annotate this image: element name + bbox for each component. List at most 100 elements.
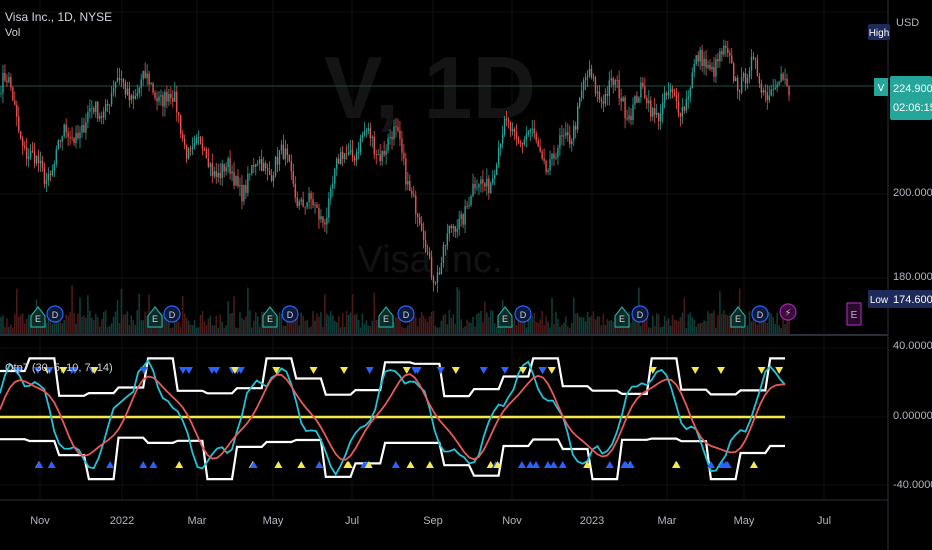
candle-body xyxy=(59,140,61,142)
volume-bar xyxy=(227,301,229,334)
candle-body xyxy=(505,118,508,120)
volume-bar xyxy=(410,317,413,334)
buy-signal-marker xyxy=(343,461,352,468)
candle-body xyxy=(671,88,674,93)
candle-body xyxy=(709,64,711,70)
slow-line xyxy=(0,373,786,461)
candle-body xyxy=(110,93,113,105)
volume-bar xyxy=(598,316,601,334)
candle-body xyxy=(140,79,142,88)
buy-signal-marker xyxy=(517,461,526,468)
indicator-legend[interactable]: Otp7 (30, 5, 10, 7, 14) xyxy=(5,362,113,374)
candle-body xyxy=(707,64,709,68)
candle-body xyxy=(492,178,494,184)
volume-bar xyxy=(582,317,585,334)
symbol-badge: V xyxy=(874,78,888,96)
candle-body xyxy=(594,77,597,94)
candle-body xyxy=(436,272,439,283)
sell-signal-marker xyxy=(33,367,42,374)
candle-body xyxy=(322,216,324,223)
volume-bar xyxy=(328,315,330,334)
buy-signal-marker xyxy=(493,461,502,468)
split-badge: ⚡ xyxy=(779,303,797,321)
volume-bar xyxy=(274,323,277,334)
candle-body xyxy=(401,138,403,153)
high-badge: High xyxy=(868,24,890,40)
volume-bar xyxy=(758,316,761,334)
volume-bar xyxy=(326,314,328,334)
candle-body xyxy=(470,196,472,205)
volume-bar xyxy=(308,327,310,334)
volume-bar xyxy=(67,315,69,334)
volume-bar xyxy=(675,320,678,334)
volume-bar xyxy=(499,324,502,334)
badge-letter: D xyxy=(520,310,527,320)
symbol-title[interactable]: Visa Inc., 1D, NYSE xyxy=(5,10,112,24)
earnings-badge: E xyxy=(30,306,46,328)
candle-body xyxy=(640,82,642,98)
volume-bars xyxy=(0,285,790,334)
volume-bar xyxy=(655,313,658,334)
sell-signal-marker xyxy=(547,367,556,374)
candle-body xyxy=(191,146,194,150)
dividend-badge-shape xyxy=(751,305,769,323)
volume-legend[interactable]: Vol xyxy=(5,27,20,39)
candle-body xyxy=(590,68,593,78)
candle-body xyxy=(535,133,537,141)
volume-bar xyxy=(574,313,577,334)
volume-bar xyxy=(572,297,575,334)
volume-bar xyxy=(588,316,591,334)
volume-bar xyxy=(770,313,773,334)
candle-body xyxy=(403,152,405,159)
volume-bar xyxy=(450,317,453,334)
volume-bar xyxy=(663,316,666,334)
price-candles xyxy=(0,39,790,293)
volume-bar xyxy=(258,326,261,334)
time-label: Jul xyxy=(817,515,831,527)
sell-signal-marker xyxy=(775,367,784,374)
volume-bar xyxy=(665,320,668,334)
volume-bar xyxy=(513,318,516,334)
candle-body xyxy=(496,164,498,175)
candle-body xyxy=(723,45,725,55)
volume-bar xyxy=(533,312,536,334)
volume-bar xyxy=(118,323,121,334)
time-label: Mar xyxy=(658,515,677,527)
volume-bar xyxy=(695,326,697,334)
volume-bar xyxy=(201,311,204,334)
volume-bar xyxy=(245,316,247,334)
candle-body xyxy=(22,138,24,146)
buy-signal-marker xyxy=(621,461,630,468)
candle-body xyxy=(533,128,535,134)
volume-bar xyxy=(559,326,561,334)
candle-body xyxy=(312,199,314,206)
candle-body xyxy=(27,156,30,159)
volume-bar xyxy=(300,312,302,334)
volume-bar xyxy=(525,327,528,334)
volume-bar xyxy=(403,327,405,334)
candle-body xyxy=(369,127,372,139)
volume-bar xyxy=(736,322,739,334)
sell-signal-marker xyxy=(365,367,374,374)
upper-band-line xyxy=(0,357,785,398)
candle-body xyxy=(596,91,599,94)
candle-body xyxy=(85,122,87,133)
volume-bar xyxy=(644,310,646,334)
candle-body xyxy=(719,51,721,62)
candle-body xyxy=(555,157,557,159)
time-label: Nov xyxy=(502,515,522,527)
volume-bar xyxy=(517,320,520,334)
volume-bar xyxy=(203,321,206,334)
volume-bar xyxy=(268,323,271,334)
candle-body xyxy=(527,131,530,135)
time-label: Nov xyxy=(30,515,50,527)
candle-body xyxy=(681,106,684,117)
badge-letter: D xyxy=(52,310,59,320)
volume-bar xyxy=(124,314,127,334)
candle-body xyxy=(766,92,768,101)
candle-body xyxy=(667,92,670,96)
candle-body xyxy=(176,91,178,113)
time-axis[interactable]: Nov 2022 Mar May Jul Sep Nov 2023 Mar May Jul xyxy=(30,515,831,527)
candle-body xyxy=(515,131,518,139)
